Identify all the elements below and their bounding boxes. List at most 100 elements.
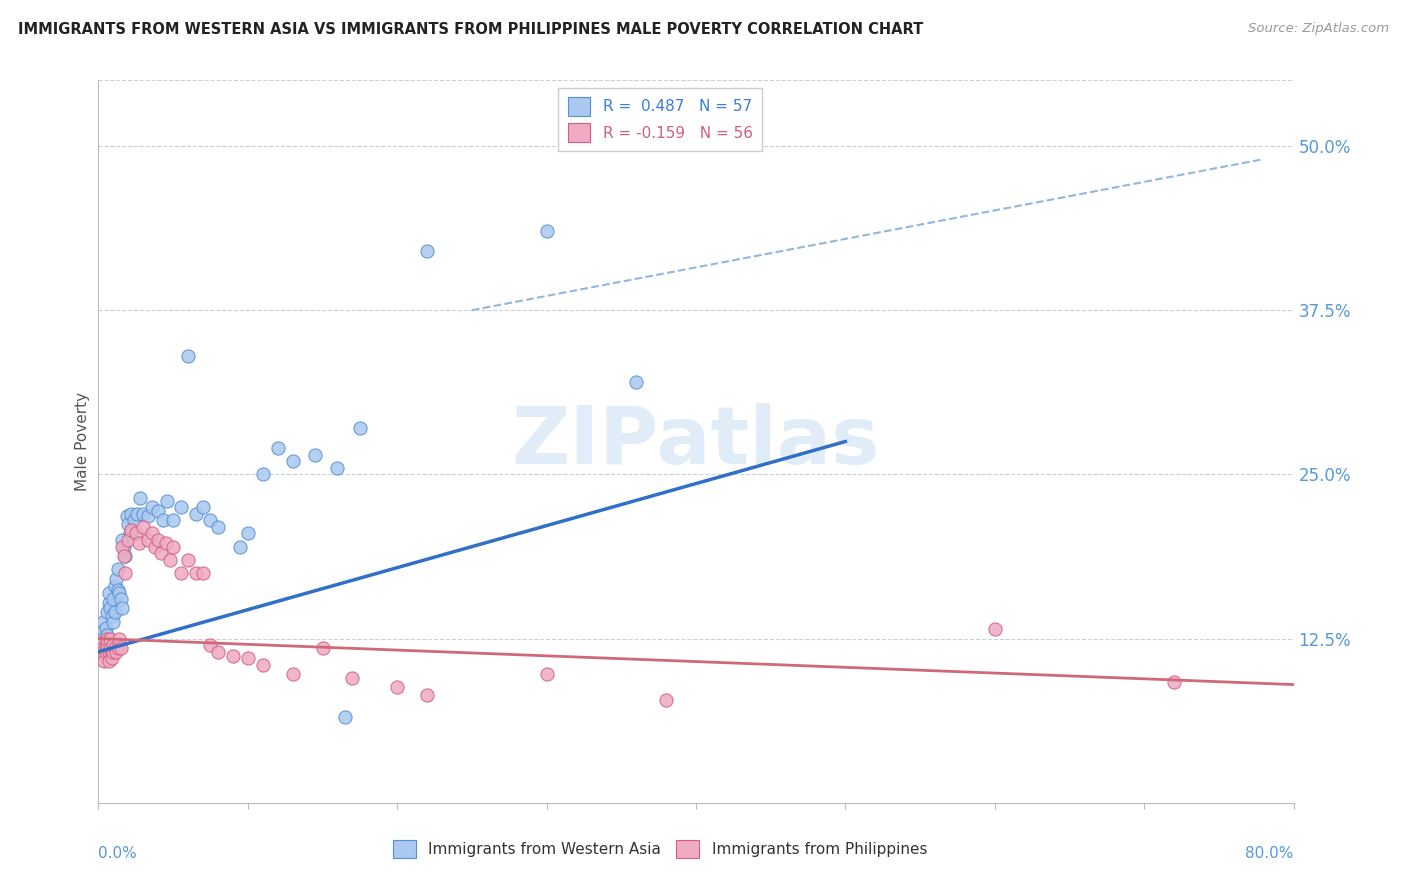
Point [159,553,181,567]
Point [103,615,125,629]
Point [103,638,125,652]
Point [125,526,148,541]
Point [98,640,122,655]
Point [98,632,122,646]
Point [117,517,139,532]
Point [169,500,191,515]
Point [136,509,159,524]
Point [101,645,124,659]
Point [152,513,174,527]
Point [132,520,155,534]
Point [91,632,114,646]
Point [111,540,134,554]
Point [104,579,127,593]
Point [177,349,200,363]
Point [162,513,184,527]
Point [108,585,131,599]
Point [107,640,129,655]
Point [162,540,184,554]
Point [94,645,117,659]
Point [252,467,274,482]
Text: IMMIGRANTS FROM WESTERN ASIA VS IMMIGRANTS FROM PHILIPPINES MALE POVERTY CORRELA: IMMIGRANTS FROM WESTERN ASIA VS IMMIGRAN… [18,22,924,37]
Point [93,654,115,668]
Point [177,553,200,567]
Point [91,615,114,629]
Point [96,640,118,655]
Point [156,493,179,508]
Point [115,509,138,524]
Y-axis label: Male Poverty: Male Poverty [75,392,90,491]
Point [93,648,115,663]
Point [169,566,191,580]
Point [97,645,120,659]
Point [191,566,214,580]
Text: ZIPatlas: ZIPatlas [512,402,880,481]
Point [416,688,439,702]
Point [129,491,152,505]
Point [117,533,139,547]
Point [207,520,229,534]
Point [281,667,304,681]
Point [200,513,222,527]
Point [626,376,648,390]
Point [136,533,159,547]
Point [96,632,118,646]
Point [184,566,207,580]
Point [148,504,170,518]
Point [124,513,146,527]
Point [311,640,333,655]
Point [150,546,173,560]
Point [110,640,132,655]
Text: Source: ZipAtlas.com: Source: ZipAtlas.com [1249,22,1389,36]
Point [97,585,120,599]
Point [141,500,163,515]
Point [120,507,142,521]
Point [120,523,142,537]
Point [96,605,118,619]
Text: 0.0%: 0.0% [98,847,138,861]
Point [416,244,439,258]
Point [111,601,134,615]
Point [94,638,117,652]
Point [112,549,135,563]
Point [105,645,128,659]
Point [114,549,136,563]
Point [107,562,129,576]
Point [536,667,558,681]
Point [103,592,125,607]
Point [222,648,245,663]
Point [148,533,170,547]
Point [536,224,558,238]
Point [118,526,141,541]
Point [326,460,349,475]
Point [236,651,259,665]
Point [333,710,356,724]
Point [128,535,150,549]
Point [105,573,128,587]
Point [143,540,166,554]
Point [101,651,124,665]
Point [141,526,163,541]
Point [112,540,135,554]
Point [1163,675,1185,690]
Point [342,671,364,685]
Point [90,635,112,649]
Point [207,645,229,659]
Point [90,625,112,640]
Point [96,627,118,641]
Point [110,592,132,607]
Point [101,609,124,624]
Point [94,621,117,635]
Point [103,645,125,659]
Point [304,448,326,462]
Point [385,680,409,694]
Legend: Immigrants from Western Asia, Immigrants from Philippines: Immigrants from Western Asia, Immigrants… [384,830,936,867]
Point [91,645,114,659]
Text: 80.0%: 80.0% [1246,847,1294,861]
Point [97,596,120,610]
Point [984,623,1007,637]
Point [104,605,127,619]
Point [184,507,207,521]
Point [93,638,115,652]
Point [655,693,678,707]
